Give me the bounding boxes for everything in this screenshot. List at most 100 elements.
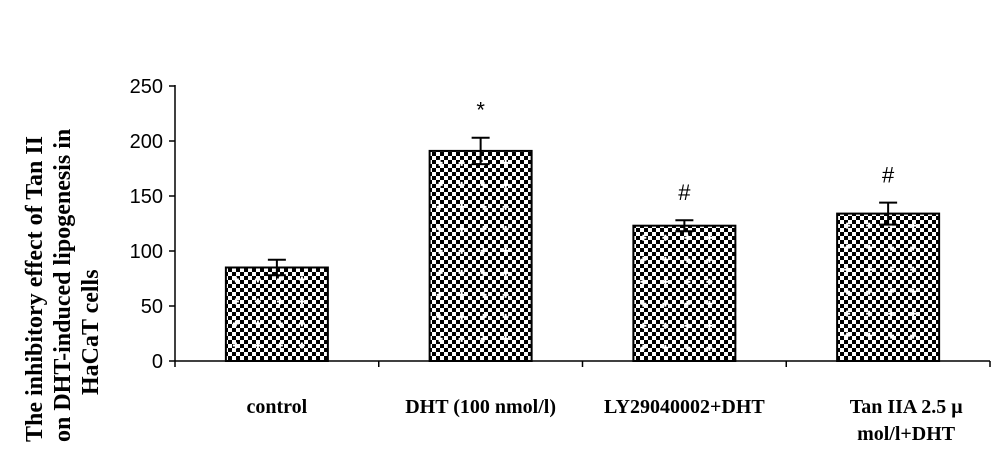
bar-dot — [232, 276, 239, 283]
bar-dot — [298, 342, 305, 349]
bar-dot — [910, 244, 917, 251]
bar-dot — [276, 298, 283, 305]
bar-dot — [662, 256, 669, 263]
bar-dot — [276, 342, 283, 349]
bar-dots — [640, 234, 713, 351]
bar-dot — [436, 247, 443, 254]
bar-dot — [640, 322, 647, 329]
bar-dot — [502, 335, 509, 342]
bar-dot — [706, 322, 713, 329]
y-tick-label: 100 — [130, 241, 163, 263]
bar-dot — [502, 291, 509, 298]
bar-dot — [910, 288, 917, 295]
bar-dot — [502, 203, 509, 210]
bar-dot — [910, 222, 917, 229]
bar-dot — [458, 159, 465, 166]
bar-dot — [910, 332, 917, 339]
y-axis-title-line-2: on DHT-induced lipogenesis in — [50, 129, 76, 442]
bar-dot — [276, 276, 283, 283]
bar-dots — [436, 159, 509, 342]
bar-dot — [844, 288, 851, 295]
bar-dot — [436, 291, 443, 298]
bar-dot — [706, 256, 713, 263]
bar-dot — [458, 291, 465, 298]
bar-dot — [276, 320, 283, 327]
y-tick-label: 0 — [152, 351, 163, 373]
bar-dot — [662, 322, 669, 329]
bar-dot — [640, 234, 647, 241]
bar-dot — [888, 332, 895, 339]
bar-dot — [684, 278, 691, 285]
bar-dot — [866, 222, 873, 229]
bar-dot — [480, 291, 487, 298]
bar-dot — [844, 310, 851, 317]
bar-dot — [232, 320, 239, 327]
category-labels: control DHT (100 nmol/l) LY29040002+DHT Tan… — [247, 396, 964, 445]
y-tick-label: 150 — [130, 186, 163, 208]
bar-dot — [844, 244, 851, 251]
bar-dot — [232, 298, 239, 305]
bar-dot — [662, 234, 669, 241]
x-tick-label: LY29040002+DHT — [604, 396, 765, 418]
bar — [632, 224, 737, 362]
y-axis-title: The inhibitory effect of Tan II on DHT-i… — [22, 129, 104, 442]
bar-dot — [662, 300, 669, 307]
bar-dot — [866, 244, 873, 251]
bar-dot — [640, 344, 647, 351]
bar-dot — [254, 298, 261, 305]
x-tick-label: mol/l+DHT — [857, 423, 956, 445]
bar-dot — [436, 203, 443, 210]
bar — [836, 212, 941, 362]
x-tick-label: Tan IIA 2.5 μ — [850, 396, 964, 418]
bar-dot — [844, 266, 851, 273]
bar-dot — [480, 181, 487, 188]
bar-dot — [866, 332, 873, 339]
bar-dot — [502, 225, 509, 232]
bar — [224, 266, 329, 362]
bar-dot — [458, 313, 465, 320]
bar-dot — [458, 203, 465, 210]
bar-dot — [480, 313, 487, 320]
bar-dot — [640, 300, 647, 307]
bar-dot — [866, 310, 873, 317]
significance-mark: * — [476, 98, 485, 123]
bar-dot — [662, 278, 669, 285]
bar-dot — [706, 278, 713, 285]
bar-dot — [254, 276, 261, 283]
bar-dot — [480, 247, 487, 254]
bar-dot — [706, 300, 713, 307]
bar-dot — [480, 335, 487, 342]
bar-dot — [458, 269, 465, 276]
bar-dot — [298, 276, 305, 283]
bar-dot — [844, 332, 851, 339]
bar-dot — [888, 244, 895, 251]
bar — [428, 149, 533, 362]
bar-dot — [502, 247, 509, 254]
bar-dots — [232, 276, 305, 349]
bar-dot — [866, 288, 873, 295]
bar-dot — [232, 342, 239, 349]
bar-dot — [706, 344, 713, 351]
bar-dot — [458, 247, 465, 254]
y-tick-label: 200 — [130, 131, 163, 153]
bar-dot — [254, 342, 261, 349]
bar-dot — [298, 298, 305, 305]
bar-dot — [436, 335, 443, 342]
y-axis-title-line-3: HaCaT cells — [78, 269, 104, 395]
bar-dot — [254, 320, 261, 327]
bar-dot — [480, 203, 487, 210]
x-tick-label: control — [247, 396, 308, 418]
bar-dot — [706, 234, 713, 241]
bar-dot — [436, 313, 443, 320]
y-tick-label: 50 — [141, 296, 163, 318]
bar-dot — [436, 269, 443, 276]
bars: * # # — [224, 98, 941, 362]
bar-dot — [436, 181, 443, 188]
bar-dot — [640, 278, 647, 285]
bar-dot — [866, 266, 873, 273]
bar-dot — [888, 266, 895, 273]
bar-dot — [436, 159, 443, 166]
bar-dot — [684, 344, 691, 351]
bar-dot — [844, 222, 851, 229]
